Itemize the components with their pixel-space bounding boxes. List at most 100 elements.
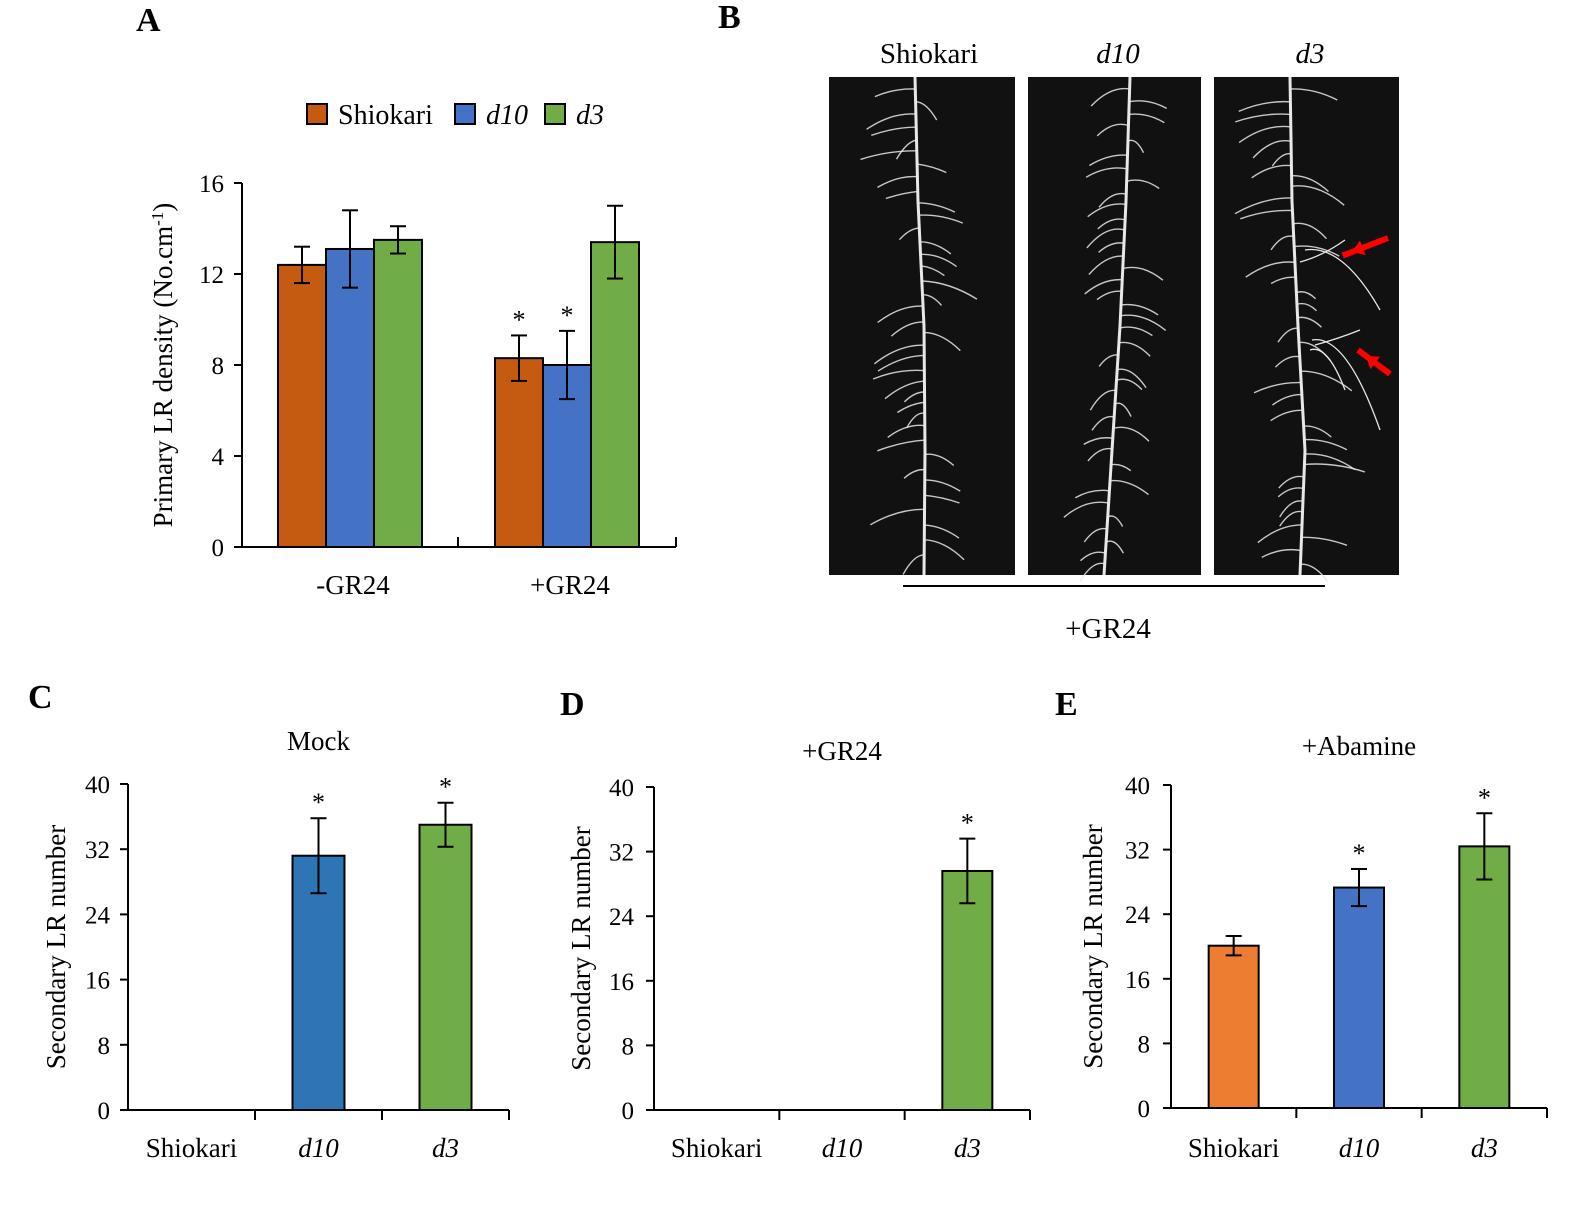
root-photo-panel: Shiokari d10 d3 +GR24 — [829, 38, 1399, 645]
chart-panel-c: 0 8 16 24 32 40 Secondary LR number Mock Shiokar… — [41, 726, 510, 1163]
lateral-root — [915, 101, 938, 121]
y-tick-label-a: 16 — [199, 171, 224, 198]
y-axis-label-d: Secondary LR number — [566, 826, 596, 1070]
lateral-root — [924, 494, 960, 504]
x-category-label-d: d3 — [954, 1133, 981, 1163]
lateral-root — [1097, 218, 1126, 230]
lateral-root — [1278, 475, 1305, 489]
lateral-root — [903, 391, 925, 403]
legend-label-2: d3 — [576, 100, 604, 131]
lateral-root — [872, 369, 925, 380]
lateral-root — [1091, 415, 1115, 431]
lateral-root — [1235, 113, 1291, 123]
x-category-label-d: Shiokari — [671, 1133, 763, 1163]
lateral-root — [1090, 87, 1130, 107]
lateral-root — [885, 190, 918, 200]
lateral-root — [1272, 393, 1302, 406]
lateral-root — [1084, 278, 1123, 295]
lateral-root — [921, 280, 978, 300]
photo-label-d3: d3 — [1296, 38, 1325, 70]
lateral-root — [1105, 540, 1125, 554]
y-tick-label-a: 4 — [212, 444, 225, 471]
root-photo-d3 — [1214, 76, 1399, 582]
lateral-root — [1110, 479, 1149, 496]
lateral-root — [1296, 302, 1317, 312]
lateral-root — [1085, 167, 1128, 178]
lateral-root — [1296, 291, 1317, 300]
y-tick-label-d: 40 — [609, 775, 634, 802]
primary-root — [1102, 76, 1132, 576]
lateral-root — [1110, 463, 1132, 472]
lateral-root — [906, 412, 925, 429]
lateral-root — [1127, 139, 1145, 154]
y-tick-label-d: 32 — [609, 840, 634, 867]
x-category-label-c: d3 — [432, 1133, 459, 1163]
lateral-root — [1304, 463, 1366, 473]
lateral-root — [874, 88, 916, 98]
secondary-lateral-root — [1304, 248, 1381, 311]
lateral-root — [1301, 536, 1348, 546]
photo-background — [1214, 77, 1399, 575]
y-tick-label-a: 8 — [212, 353, 225, 380]
panel-letter-e: E — [1055, 686, 1078, 723]
y-tick-label-c: 40 — [85, 772, 110, 799]
lateral-root — [1274, 355, 1300, 368]
bar-a-1-0 — [494, 357, 544, 548]
chart-panel-d: 0 8 16 24 32 40 Secondary LR number +GR24 Shioka… — [566, 736, 1031, 1163]
photo-label-d10: d10 — [1096, 38, 1140, 70]
secondary-lateral-root — [1311, 339, 1381, 431]
bar-d-2 — [941, 869, 994, 1111]
lateral-root — [1291, 174, 1329, 193]
lateral-root — [1291, 185, 1345, 206]
photo-background — [829, 77, 1015, 575]
lateral-root — [1063, 501, 1109, 518]
lateral-root — [1089, 154, 1128, 167]
lateral-root — [1089, 389, 1116, 411]
lateral-root — [920, 253, 958, 268]
panel-letter-d: D — [560, 686, 585, 723]
significance-star-e-1: * — [1353, 839, 1366, 868]
lateral-root — [903, 468, 925, 479]
significance-star-c-2: * — [439, 773, 452, 802]
bar-a-0-1 — [325, 247, 375, 548]
lateral-root — [1252, 140, 1292, 159]
lateral-root — [1083, 527, 1108, 543]
significance-star-e-2: * — [1478, 783, 1491, 812]
chart-title-e: +Abamine — [1302, 731, 1416, 761]
lateral-root — [887, 424, 925, 438]
bar-c-1 — [291, 854, 346, 1111]
lateral-root — [1257, 524, 1303, 544]
lateral-root — [877, 439, 925, 452]
bar-e-0 — [1207, 944, 1260, 1109]
panel-letter-c: C — [28, 679, 53, 716]
y-tick-label-c: 16 — [85, 968, 110, 995]
bar-e-1 — [1333, 886, 1385, 1109]
y-tick-label-d: 16 — [609, 969, 634, 996]
lateral-root — [924, 331, 961, 352]
lateral-root — [1116, 378, 1143, 391]
legend-swatch-1 — [454, 103, 476, 125]
lateral-root — [1096, 290, 1122, 301]
lateral-root — [1126, 179, 1160, 190]
lateral-root — [924, 539, 965, 561]
lateral-root — [869, 508, 925, 526]
lateral-root — [866, 113, 916, 130]
y-tick-label-e: 32 — [1125, 838, 1150, 865]
chart-panel-a: 0 4 8 12 16 Primary LR density (No.cm-1) -GR24… — [148, 100, 677, 600]
red-arrow-head — [1366, 356, 1380, 370]
y-axis-label-c: Secondary LR number — [41, 825, 71, 1069]
lateral-root — [918, 214, 964, 224]
lateral-root — [1128, 113, 1165, 124]
y-tick-label-d: 24 — [609, 904, 635, 931]
lateral-root — [917, 163, 947, 174]
lateral-root — [1292, 222, 1328, 240]
lateral-root — [1079, 562, 1105, 582]
lateral-root — [1297, 316, 1322, 328]
y-tick-label-c: 32 — [85, 837, 110, 864]
chart-title-d: +GR24 — [802, 736, 882, 766]
lateral-root — [890, 321, 924, 337]
significance-star-a-1-1: * — [561, 301, 574, 330]
lateral-root — [1270, 409, 1303, 422]
lateral-root — [1119, 326, 1153, 337]
lateral-root — [1129, 100, 1168, 110]
